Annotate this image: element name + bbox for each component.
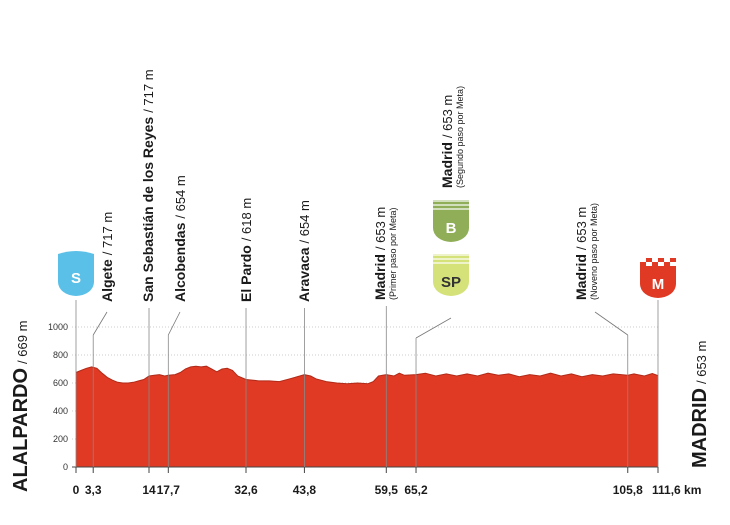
- landmark-label-part: Algete: [99, 259, 115, 302]
- landmark-label-part: / 653 m: [373, 207, 388, 250]
- y-tick-label: 600: [53, 378, 68, 388]
- landmark-label: Algete / 717 m: [99, 212, 115, 302]
- x-tick-label: 59,5: [375, 483, 399, 497]
- finish-label: MADRID / 653 m: [689, 341, 711, 468]
- landmark-label: El Pardo / 618 m: [238, 198, 254, 302]
- y-tick-label: 1000: [48, 322, 68, 332]
- area-fill: [76, 366, 658, 467]
- y-tick-label: 800: [53, 350, 68, 360]
- x-tick-label: 105,8: [613, 483, 643, 497]
- landmark-label: Madrid / 653 m: [372, 207, 388, 300]
- badge-label: SP: [441, 274, 461, 291]
- landmark-label-part: Madrid: [439, 142, 455, 188]
- start-label-part: ALALPARDO: [10, 368, 32, 492]
- finish-badge-shape: [640, 258, 676, 298]
- landmark-label-part: San Sebastián de los Reyes: [140, 117, 156, 302]
- x-tick-label: 111,6 km: [652, 483, 701, 497]
- landmark-label: Madrid / 653 m: [573, 207, 589, 300]
- landmark-label-part: El Pardo: [238, 245, 254, 302]
- finish-checker: [646, 262, 652, 266]
- landmark-sublabel: (Segundo paso por Meta): [455, 86, 465, 188]
- start-label-part: / 669 m: [15, 321, 30, 364]
- landmark-label-part: Madrid: [372, 254, 388, 300]
- finish-checker: [652, 258, 658, 262]
- finish-label-part: / 653 m: [694, 341, 709, 384]
- landmark-label-part: / 717 m: [141, 69, 156, 112]
- landmark-label-part: / 654 m: [173, 175, 188, 218]
- leader-line: [594, 311, 628, 336]
- start-badge-label: S: [71, 270, 81, 287]
- landmark-label-part: / 653 m: [440, 95, 455, 138]
- finish-checker: [664, 258, 670, 262]
- leader-line: [92, 311, 108, 336]
- leader-line: [167, 311, 181, 336]
- landmark-label: Aravaca / 654 m: [296, 200, 312, 302]
- landmark-label-part: / 717 m: [100, 212, 115, 255]
- badge-shape: [433, 254, 469, 296]
- x-tick-label: 3,3: [85, 483, 102, 497]
- finish-checker: [658, 262, 664, 266]
- landmark-label: Alcobendas / 654 m: [172, 175, 188, 302]
- x-tick-label: 0: [73, 483, 80, 497]
- x-tick-label: 43,8: [293, 483, 317, 497]
- badge-stripe: [433, 200, 469, 202]
- landmark-label: San Sebastián de los Reyes / 717 m: [140, 69, 156, 302]
- x-tick-label: 17,7: [157, 483, 181, 497]
- finish-checker: [670, 262, 676, 266]
- landmark-sublabel: (Noveno paso por Meta): [589, 203, 599, 300]
- x-tick-label: 32,6: [234, 483, 258, 497]
- badge: B: [433, 200, 469, 242]
- y-tick-label: 0: [63, 462, 68, 472]
- x-tick-label: 65,2: [404, 483, 428, 497]
- badge: SP: [433, 254, 469, 296]
- start-label: ALALPARDO / 669 m: [10, 321, 32, 492]
- finish-badge-label: M: [652, 276, 665, 293]
- finish-label-part: MADRID: [689, 388, 711, 468]
- x-tick-label: 14: [142, 483, 156, 497]
- landmark-label: Madrid / 653 m: [439, 95, 455, 188]
- landmark-label-part: Alcobendas: [172, 222, 188, 302]
- badge-stripe: [433, 208, 469, 210]
- leader-line: [415, 317, 452, 339]
- badge-stripe: [433, 258, 469, 260]
- start-badge-shape: [58, 251, 94, 296]
- landmark-label-part: Madrid: [573, 254, 589, 300]
- badge-label: B: [446, 220, 457, 237]
- y-tick-label: 200: [53, 434, 68, 444]
- badge-shape: [433, 200, 469, 242]
- landmark-label-part: / 654 m: [297, 200, 312, 243]
- profile-line: [75, 365, 659, 385]
- y-tick-label: 400: [53, 406, 68, 416]
- badge-stripe: [433, 262, 469, 264]
- landmark-label-part: / 618 m: [239, 198, 254, 241]
- landmark-label-part: / 653 m: [574, 207, 589, 250]
- finish-checker: [640, 258, 646, 262]
- badge-stripe: [433, 204, 469, 206]
- landmark-label-part: Aravaca: [296, 247, 312, 302]
- landmark-sublabel: (Primer paso por Meta): [388, 207, 398, 300]
- badge-stripe: [433, 254, 469, 256]
